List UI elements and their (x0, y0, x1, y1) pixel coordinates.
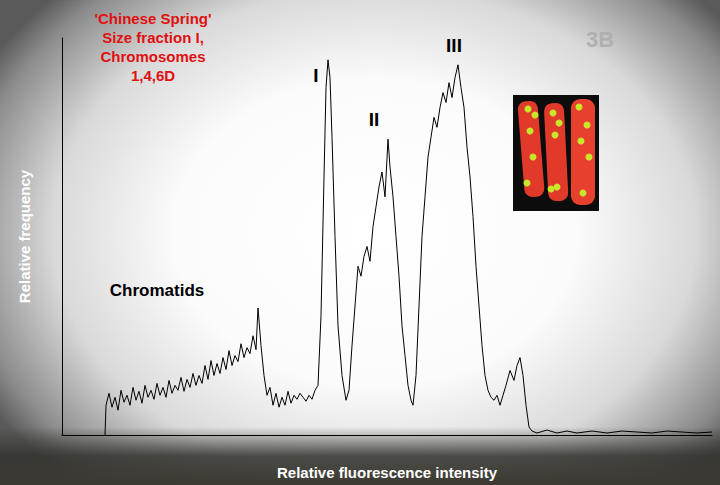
svg-text:I: I (313, 65, 318, 86)
svg-text:Relative fluorescence intensit: Relative fluorescence intensity (277, 464, 498, 481)
svg-text:Chromatids: Chromatids (110, 281, 204, 300)
svg-text:II: II (369, 109, 380, 130)
svg-text:3B: 3B (586, 27, 614, 52)
svg-text:1,4,6D: 1,4,6D (131, 67, 175, 84)
svg-text:Chromosomes: Chromosomes (100, 48, 205, 65)
svg-text:Relative frequency: Relative frequency (16, 169, 33, 303)
svg-text:III: III (446, 35, 462, 56)
svg-text:Size fraction I,: Size fraction I, (102, 29, 204, 46)
svg-text:'Chinese Spring': 'Chinese Spring' (94, 10, 211, 27)
